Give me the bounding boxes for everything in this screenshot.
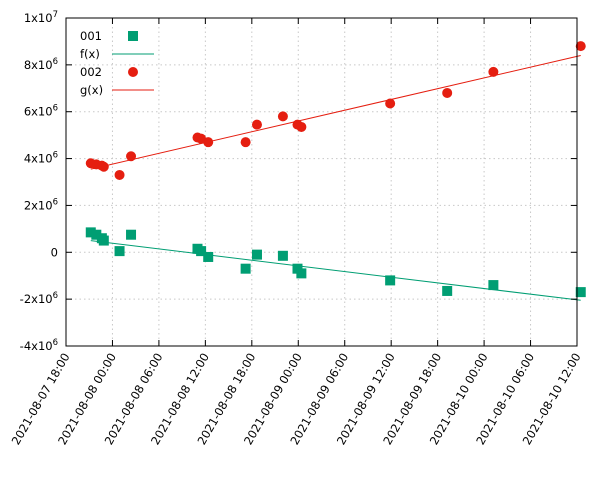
y-tick-label: 6x106 <box>24 104 58 119</box>
data-point-002 <box>203 137 214 148</box>
y-tick-label: 8x106 <box>24 57 58 72</box>
series-layer <box>85 41 586 301</box>
data-point-001 <box>91 229 102 240</box>
y-tick-label: 0 <box>51 245 58 259</box>
legend-label: 001 <box>80 29 102 43</box>
data-point-002 <box>251 119 262 130</box>
y-tick-label: -4x106 <box>20 338 58 353</box>
legend-label: f(x) <box>80 47 100 61</box>
data-point-001 <box>98 235 109 246</box>
data-point-001 <box>442 285 453 296</box>
data-point-002 <box>296 121 307 132</box>
data-point-001 <box>488 280 499 291</box>
plot-frame <box>65 17 578 347</box>
data-point-001 <box>385 275 396 286</box>
data-point-002 <box>442 87 453 98</box>
data-point-002 <box>114 169 125 180</box>
data-point-001 <box>196 246 207 257</box>
data-point-001 <box>240 263 251 274</box>
data-point-002 <box>385 98 396 109</box>
y-tick-label: 1x107 <box>24 10 58 25</box>
data-point-002 <box>277 111 288 122</box>
data-point-001 <box>85 227 96 238</box>
data-point-001 <box>296 268 307 279</box>
legend-label: g(x) <box>80 83 103 97</box>
data-point-001 <box>277 250 288 261</box>
data-point-001 <box>126 229 137 240</box>
fit-line-g(x) <box>90 55 581 170</box>
fit-line-f(x) <box>90 240 581 301</box>
data-point-001 <box>251 249 262 260</box>
data-point-001 <box>114 246 125 257</box>
data-point-002 <box>240 137 251 148</box>
data-point-001 <box>575 287 586 298</box>
legend: 001 f(x) 002 g(x) <box>80 29 154 97</box>
data-point-002 <box>488 66 499 77</box>
grid-layer <box>66 18 577 346</box>
legend-marker <box>128 31 138 41</box>
data-point-002 <box>98 161 109 172</box>
data-point-002 <box>575 41 586 52</box>
y-tick-label: 2x106 <box>24 197 58 212</box>
legend-marker <box>128 67 138 77</box>
data-point-002 <box>126 151 137 162</box>
y-tick-label: 4x106 <box>24 151 58 166</box>
y-tick-label: -2x106 <box>20 291 58 306</box>
data-point-001 <box>203 251 214 262</box>
legend-label: 002 <box>80 65 102 79</box>
